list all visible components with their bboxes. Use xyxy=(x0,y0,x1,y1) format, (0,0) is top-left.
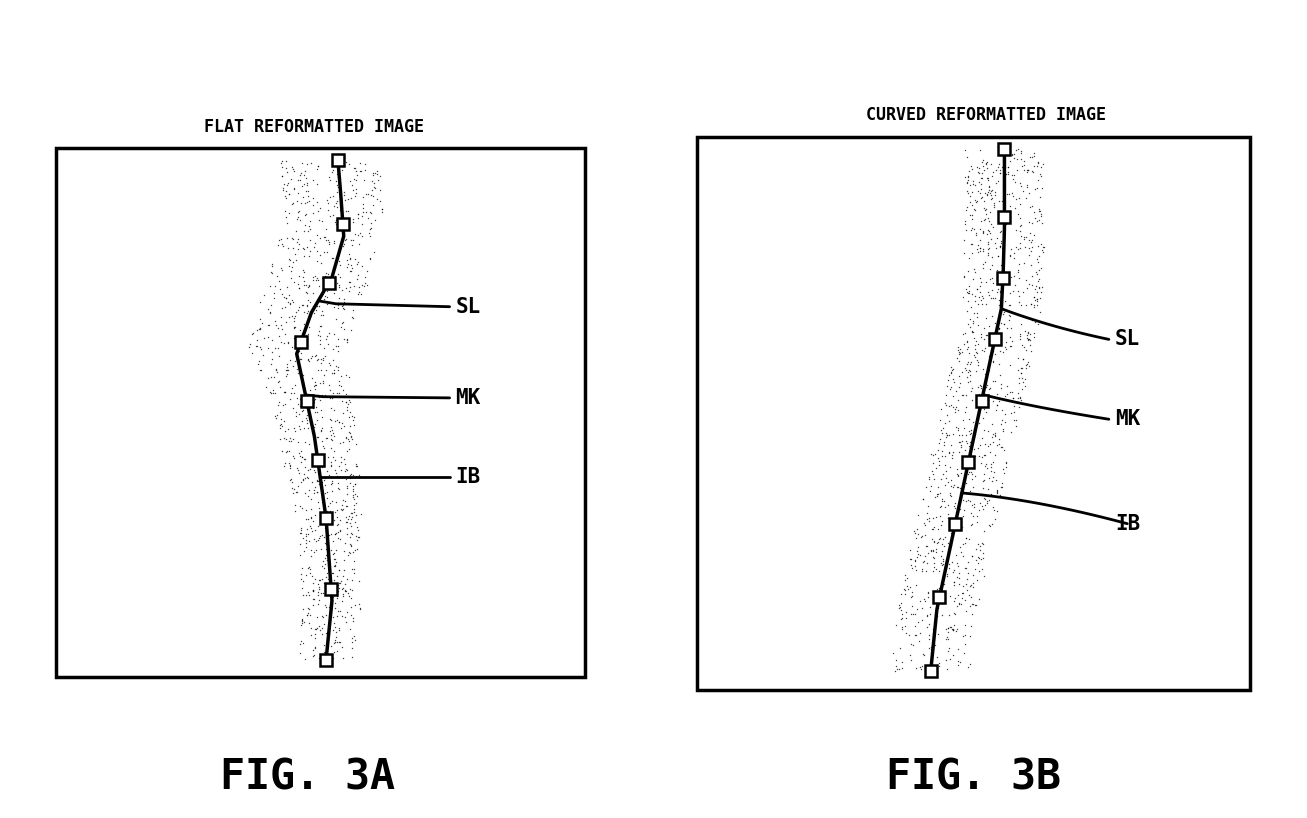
Text: IB: IB xyxy=(1115,514,1140,533)
Text: MK: MK xyxy=(1115,409,1140,429)
Text: MK: MK xyxy=(456,388,481,408)
Text: SL: SL xyxy=(456,297,481,317)
Text: FIG. 3B: FIG. 3B xyxy=(886,756,1061,798)
Text: FIG. 3A: FIG. 3A xyxy=(220,756,395,798)
Text: FLAT REFORMATTED IMAGE: FLAT REFORMATTED IMAGE xyxy=(204,119,425,137)
Text: SL: SL xyxy=(1115,330,1140,349)
Text: IB: IB xyxy=(456,467,481,488)
Text: CURVED REFORMATTED IMAGE: CURVED REFORMATTED IMAGE xyxy=(867,106,1106,124)
